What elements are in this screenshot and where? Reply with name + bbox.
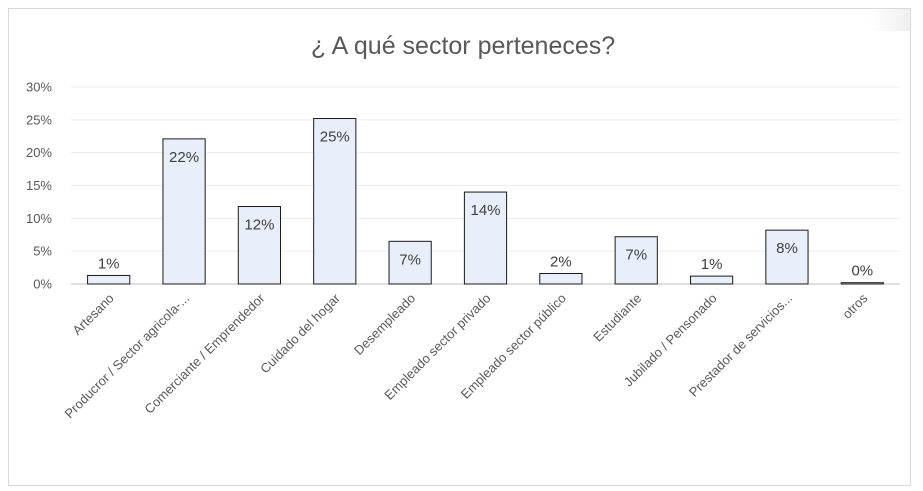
data-label: 12% — [244, 217, 274, 234]
y-tick-label: 25% — [26, 112, 52, 127]
bar — [87, 274, 131, 285]
bar — [162, 138, 206, 285]
data-label: 8% — [776, 240, 798, 257]
data-label: 0% — [851, 263, 873, 280]
bar — [765, 229, 809, 285]
data-label: 7% — [399, 251, 421, 268]
chart-frame — [8, 8, 911, 486]
data-labels: 1% 22% 12% 25% 7% 14% 2% 7% 1% 8% 0% — [98, 129, 873, 280]
y-tick-label: 20% — [26, 145, 52, 160]
bar — [313, 118, 357, 285]
category-label: Producror / Sector agricola-... — [61, 291, 192, 422]
bar — [689, 275, 734, 285]
category-label: Comerciante / Emprendedor — [141, 290, 268, 417]
data-label: 2% — [550, 253, 572, 270]
bar — [539, 272, 583, 285]
data-label: 22% — [169, 149, 199, 166]
y-tick-label: 10% — [26, 211, 52, 226]
y-tick-label: 0% — [33, 277, 52, 292]
category-label: Artesano — [69, 291, 116, 338]
data-label: 1% — [98, 255, 120, 272]
data-label: 14% — [470, 202, 500, 219]
bar — [840, 282, 884, 285]
category-label: Cuidado del hogar — [257, 290, 343, 376]
data-label: 1% — [701, 256, 723, 273]
bars — [87, 118, 884, 285]
category-label: Desempleado — [351, 291, 418, 358]
category-label: Estudiante — [590, 291, 644, 345]
corner-shade — [870, 9, 910, 31]
y-tick-label: 30% — [26, 80, 52, 95]
y-tick-label: 5% — [33, 244, 52, 259]
chart-title: ¿ A qué sector perteneces? — [311, 32, 615, 60]
y-axis-ticks: 0% 5% 10% 15% 20% 25% 30% — [26, 80, 52, 292]
bar — [237, 206, 282, 285]
bar — [388, 240, 432, 285]
data-label: 25% — [320, 129, 350, 146]
category-label: otros — [839, 290, 870, 321]
bar — [463, 191, 508, 285]
y-tick-label: 15% — [26, 178, 52, 193]
data-label: 7% — [625, 247, 647, 264]
bar — [614, 236, 658, 285]
